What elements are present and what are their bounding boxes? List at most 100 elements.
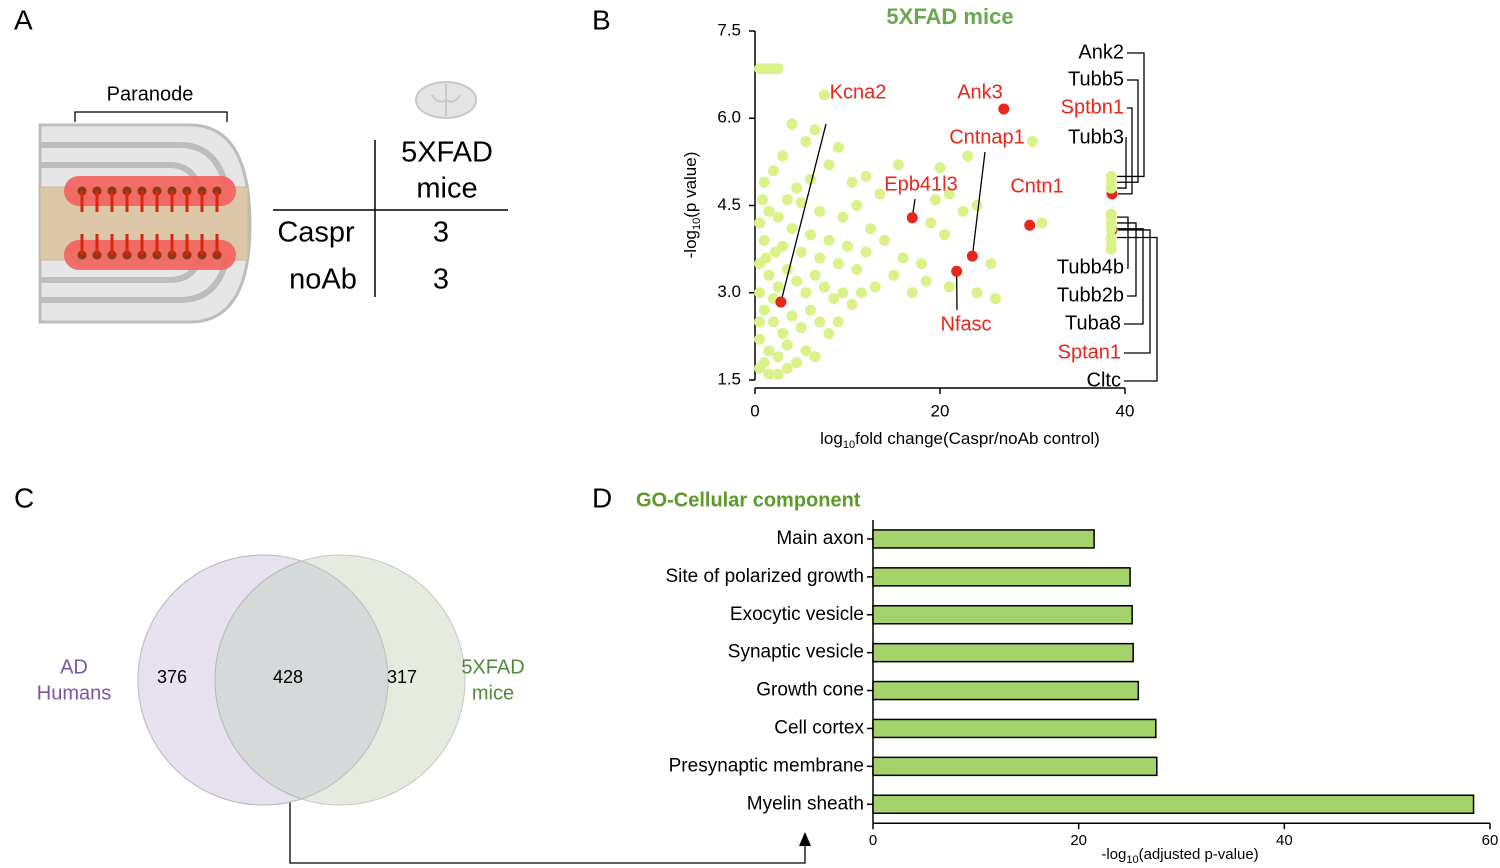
- point: [860, 170, 872, 182]
- point: [860, 246, 872, 258]
- point: [837, 211, 849, 223]
- x-axis-label-sub: 10: [843, 439, 855, 451]
- point: [758, 357, 770, 369]
- point: [971, 200, 983, 211]
- point: [934, 162, 946, 174]
- table-cell: Caspr: [277, 217, 355, 249]
- bar: [872, 529, 1095, 549]
- y-tick-label: 4.5: [717, 195, 741, 214]
- point: [772, 211, 784, 223]
- venn-outline: [137, 554, 389, 806]
- venn-value: 317: [387, 667, 417, 687]
- point-label: Sptan1: [1058, 341, 1121, 363]
- point: [998, 103, 1010, 115]
- point-label: Cntnap1: [949, 126, 1025, 148]
- point-label: Epb41l3: [884, 173, 957, 195]
- x-axis-label: -log10(adjusted p-value): [1101, 846, 1258, 866]
- leader-line: [1117, 228, 1144, 325]
- point: [814, 252, 826, 264]
- venn-label: Humans: [37, 682, 111, 704]
- point: [906, 287, 918, 299]
- point: [943, 281, 955, 293]
- point: [1105, 182, 1117, 194]
- point: [758, 176, 770, 188]
- chart-title: 5XFAD mice: [886, 4, 1013, 29]
- point: [777, 327, 789, 339]
- leader-line: [1117, 236, 1158, 382]
- point-label: Tubb4b: [1057, 256, 1124, 278]
- point: [865, 223, 877, 235]
- x-tick-label: 40: [1116, 401, 1135, 420]
- table-cell: 3: [433, 217, 449, 249]
- point: [832, 258, 844, 270]
- y-tick-label: Site of polarized growth: [665, 566, 864, 587]
- point: [809, 269, 821, 281]
- point: [846, 298, 858, 310]
- point-label: Nfasc: [940, 313, 991, 335]
- y-tick-label: Presynaptic membrane: [669, 755, 864, 776]
- x-axis-label-part: log: [820, 429, 843, 448]
- point: [951, 265, 963, 277]
- point: [763, 368, 775, 380]
- point: [837, 287, 849, 299]
- y-tick-label: 3.0: [717, 282, 741, 301]
- point: [768, 165, 779, 177]
- y-axis-label: -log10(p value): [681, 152, 702, 259]
- panel-label: B: [592, 4, 611, 35]
- bar: [872, 718, 1157, 739]
- point: [763, 269, 775, 281]
- point: [763, 345, 775, 357]
- point-label: Tubb3: [1068, 126, 1124, 148]
- point: [1105, 223, 1117, 235]
- point: [781, 194, 793, 206]
- point: [985, 258, 997, 270]
- point: [906, 212, 918, 224]
- leader-line: [1118, 107, 1133, 195]
- point: [925, 217, 937, 229]
- point: [888, 269, 900, 281]
- leader-line: [971, 151, 986, 257]
- point: [781, 362, 793, 374]
- venn-label: 5XFAD: [461, 656, 524, 678]
- x-axis-label-part: (adjusted p-value): [1139, 846, 1259, 863]
- point: [768, 316, 779, 328]
- point: [754, 287, 766, 299]
- point: [786, 118, 798, 130]
- point: [754, 333, 766, 345]
- leader-line: [1117, 52, 1145, 178]
- point: [754, 316, 766, 328]
- point: [892, 159, 904, 171]
- point: [786, 310, 798, 322]
- point: [791, 275, 803, 287]
- panel-label: A: [14, 4, 33, 35]
- table-header: 5XFAD: [401, 137, 493, 169]
- point-label: Tubb5: [1068, 68, 1124, 90]
- y-tick-label: 7.5: [717, 20, 741, 39]
- point: [758, 234, 770, 246]
- point: [775, 296, 787, 308]
- point-label: Kcna2: [830, 81, 887, 103]
- point: [818, 89, 830, 101]
- x-tick-label: 40: [1276, 832, 1293, 849]
- point: [855, 287, 867, 299]
- bar: [872, 794, 1475, 814]
- point-label: Cntn1: [1010, 175, 1063, 197]
- point: [777, 240, 789, 252]
- x-axis-label: log10fold change(Caspr/noAb control): [820, 429, 1100, 450]
- panel-label: C: [14, 482, 34, 513]
- point: [966, 250, 978, 262]
- point: [823, 159, 835, 171]
- bar: [872, 605, 1133, 625]
- point: [795, 197, 807, 209]
- y-axis-label-sub: 10: [691, 218, 703, 230]
- point: [920, 275, 932, 287]
- point: [851, 263, 863, 275]
- y-tick-label: Main axon: [776, 528, 864, 549]
- point: [851, 200, 863, 211]
- x-tick-label: 0: [750, 401, 759, 420]
- point: [897, 252, 909, 264]
- point-label: Sptbn1: [1061, 96, 1124, 118]
- y-tick-label: 1.5: [717, 369, 741, 388]
- point-label: Ank3: [957, 81, 1003, 103]
- point: [777, 150, 789, 162]
